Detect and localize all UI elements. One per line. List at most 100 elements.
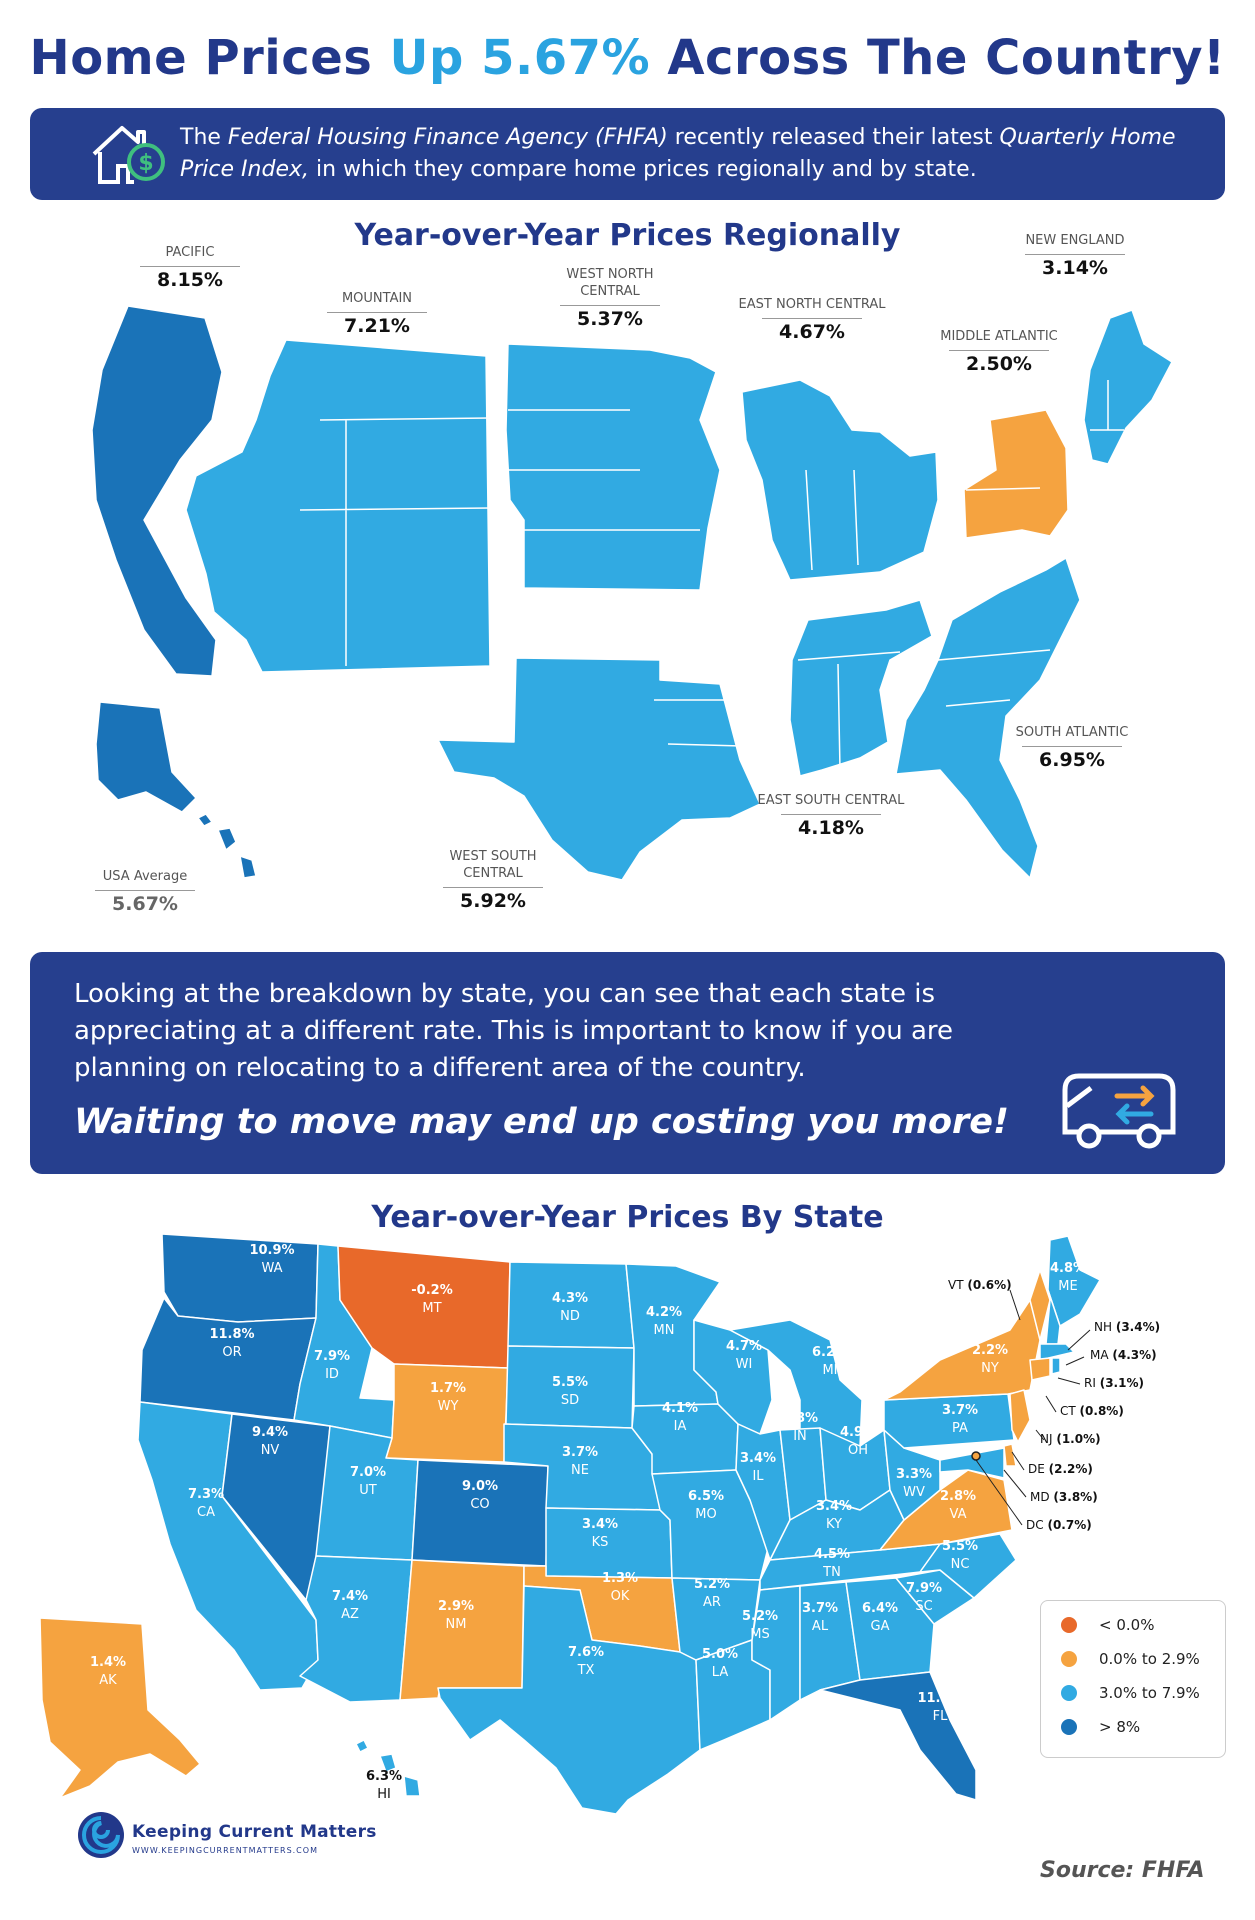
state-ny — [883, 1299, 1041, 1401]
legend-swatch — [1061, 1651, 1077, 1667]
message-cta: Waiting to move may end up costing you m… — [74, 1102, 1009, 1142]
state-fl — [819, 1671, 977, 1801]
dc-marker — [971, 1451, 981, 1461]
state-value-tn: 4.5% — [814, 1547, 850, 1562]
message-banner: Looking at the breakdown by state, you c… — [30, 952, 1225, 1174]
state-abbr-in: IN — [793, 1429, 807, 1444]
state-abbr-ne: NE — [571, 1463, 589, 1478]
region-label-middle-atlantic: MIDDLE ATLANTIC 2.50% — [940, 329, 1058, 375]
moving-van-icon — [1062, 1073, 1176, 1149]
state-abbr-la: LA — [712, 1665, 729, 1680]
state-value-mo: 6.5% — [688, 1489, 724, 1504]
state-value-wi: 4.7% — [726, 1339, 762, 1354]
legend-swatch — [1061, 1685, 1077, 1701]
small-state-ma: MA (4.3%) — [1090, 1348, 1157, 1362]
small-state-nj: NJ (1.0%) — [1040, 1432, 1101, 1446]
small-state-dc: DC (0.7%) — [1026, 1518, 1092, 1532]
region-enc — [741, 379, 939, 581]
state-value-ca: 7.3% — [188, 1487, 224, 1502]
state-value-ia: 4.1% — [662, 1401, 698, 1416]
legend-item: > 8% — [1061, 1717, 1140, 1737]
region-label-mountain: MOUNTAIN 7.21% — [302, 290, 452, 336]
state-value-me: 4.8% — [1050, 1261, 1086, 1276]
state-value-ga: 6.4% — [862, 1601, 898, 1616]
state-value-ne: 3.7% — [562, 1445, 598, 1460]
small-state-md: MD (3.8%) — [1030, 1490, 1098, 1504]
state-value-or: 11.8% — [209, 1327, 254, 1342]
state-value-tx: 7.6% — [568, 1645, 604, 1660]
state-value-al: 3.7% — [802, 1601, 838, 1616]
state-co — [411, 1459, 549, 1567]
state-abbr-ny: NY — [981, 1361, 999, 1376]
message-paragraph: Looking at the breakdown by state, you c… — [74, 979, 953, 1083]
state-abbr-tn: TN — [822, 1565, 841, 1580]
state-ri — [1051, 1357, 1061, 1375]
region-label-wnc: WEST NORTH CENTRAL 5.37% — [535, 266, 685, 329]
map-legend: < 0.0% 0.0% to 2.9% 3.0% to 7.9% > 8% — [1040, 1600, 1226, 1758]
state-value-hi: 6.3% — [366, 1769, 402, 1784]
title-highlight: Up 5.67% — [389, 30, 651, 86]
region-pacific — [91, 305, 223, 677]
state-value-ky: 3.4% — [816, 1499, 852, 1514]
state-abbr-ga: GA — [871, 1619, 890, 1634]
state-abbr-ut: UT — [359, 1483, 377, 1498]
state-value-in: 3.8% — [782, 1411, 818, 1426]
region-wsc — [437, 657, 761, 881]
state-value-nm: 2.9% — [438, 1599, 474, 1614]
state-ga — [845, 1577, 935, 1681]
kcm-url: WWW.KEEPINGCURRENTMATTERS.COM — [132, 1846, 318, 1855]
state-abbr-wa: WA — [261, 1261, 282, 1276]
state-abbr-mt: MT — [422, 1301, 441, 1316]
kcm-logo: Keeping Current Matters WWW.KEEPINGCURRE… — [76, 1810, 376, 1864]
title-part-c: Across The Country! — [650, 30, 1226, 86]
state-de — [1003, 1443, 1017, 1467]
intro-banner: $ The Federal Housing Finance Agency (FH… — [30, 108, 1225, 200]
state-abbr-nm: NM — [446, 1617, 467, 1632]
state-abbr-wv: WV — [903, 1485, 925, 1500]
state-abbr-id: ID — [325, 1367, 339, 1382]
state-abbr-or: OR — [222, 1345, 241, 1360]
source-note: Source: FHFA — [1040, 1858, 1205, 1883]
region-mountain — [185, 339, 491, 673]
region-label-enc: EAST NORTH CENTRAL 4.67% — [738, 297, 886, 343]
region-south-atlantic — [895, 557, 1081, 879]
state-abbr-hi: HI — [377, 1787, 391, 1802]
state-value-wa: 10.9% — [249, 1243, 294, 1258]
state-abbr-ca: CA — [197, 1505, 215, 1520]
state-abbr-az: AZ — [341, 1607, 359, 1622]
state-abbr-ky: KY — [826, 1517, 842, 1532]
region-label-new-england: NEW ENGLAND 3.14% — [1025, 233, 1125, 279]
state-value-ut: 7.0% — [350, 1465, 386, 1480]
usa-average-label: USA Average 5.67% — [70, 868, 220, 914]
state-abbr-co: CO — [470, 1497, 489, 1512]
state-value-ks: 3.4% — [582, 1517, 618, 1532]
state-value-fl: 11.2% — [917, 1691, 962, 1706]
state-value-ny: 2.2% — [972, 1343, 1008, 1358]
state-value-nc: 5.5% — [942, 1539, 978, 1554]
small-state-de: DE (2.2%) — [1028, 1462, 1093, 1476]
state-abbr-il: IL — [752, 1469, 764, 1484]
state-hi — [355, 1739, 421, 1797]
state-value-nd: 4.3% — [552, 1291, 588, 1306]
title-part-a: Home Prices — [29, 30, 390, 86]
kcm-brand: Keeping Current Matters — [132, 1822, 377, 1842]
regional-title: Year-over-Year Prices Regionally — [354, 218, 901, 253]
state-abbr-mo: MO — [695, 1507, 716, 1522]
state-abbr-ms: MS — [750, 1627, 769, 1642]
state-nj — [1009, 1389, 1031, 1443]
state-value-nv: 9.4% — [252, 1425, 288, 1440]
region-middle-atlantic — [963, 409, 1069, 539]
house-dollar-icon: $ — [92, 126, 165, 184]
state-ma — [1039, 1343, 1075, 1361]
state-value-sc: 7.9% — [906, 1581, 942, 1596]
state-map: 10.9% WA 11.8% OR 7.3% CA 9.4% NV 7.9% ID -0.2% MT 1… — [39, 1233, 1101, 1815]
small-state-vt: VT (0.6%) — [948, 1278, 1012, 1292]
region-label-pacific: PACIFIC 8.15% — [115, 244, 265, 290]
intro-text: The Federal Housing Finance Agency (FHFA… — [180, 125, 1176, 182]
state-value-ok: 1.3% — [602, 1571, 638, 1586]
state-value-il: 3.4% — [740, 1451, 776, 1466]
small-state-nh: NH (3.4%) — [1094, 1320, 1161, 1334]
state-value-az: 7.4% — [332, 1589, 368, 1604]
state-abbr-tx: TX — [577, 1663, 595, 1678]
state-abbr-fl: FL — [933, 1709, 948, 1724]
